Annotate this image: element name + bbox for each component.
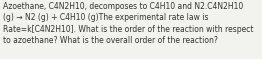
Text: Azoethane, C4N2H10, decomposes to C4H10 and N2.C4N2H10
(g) → N2 (g) + C4H10 (g)T: Azoethane, C4N2H10, decomposes to C4H10 … (3, 2, 254, 45)
